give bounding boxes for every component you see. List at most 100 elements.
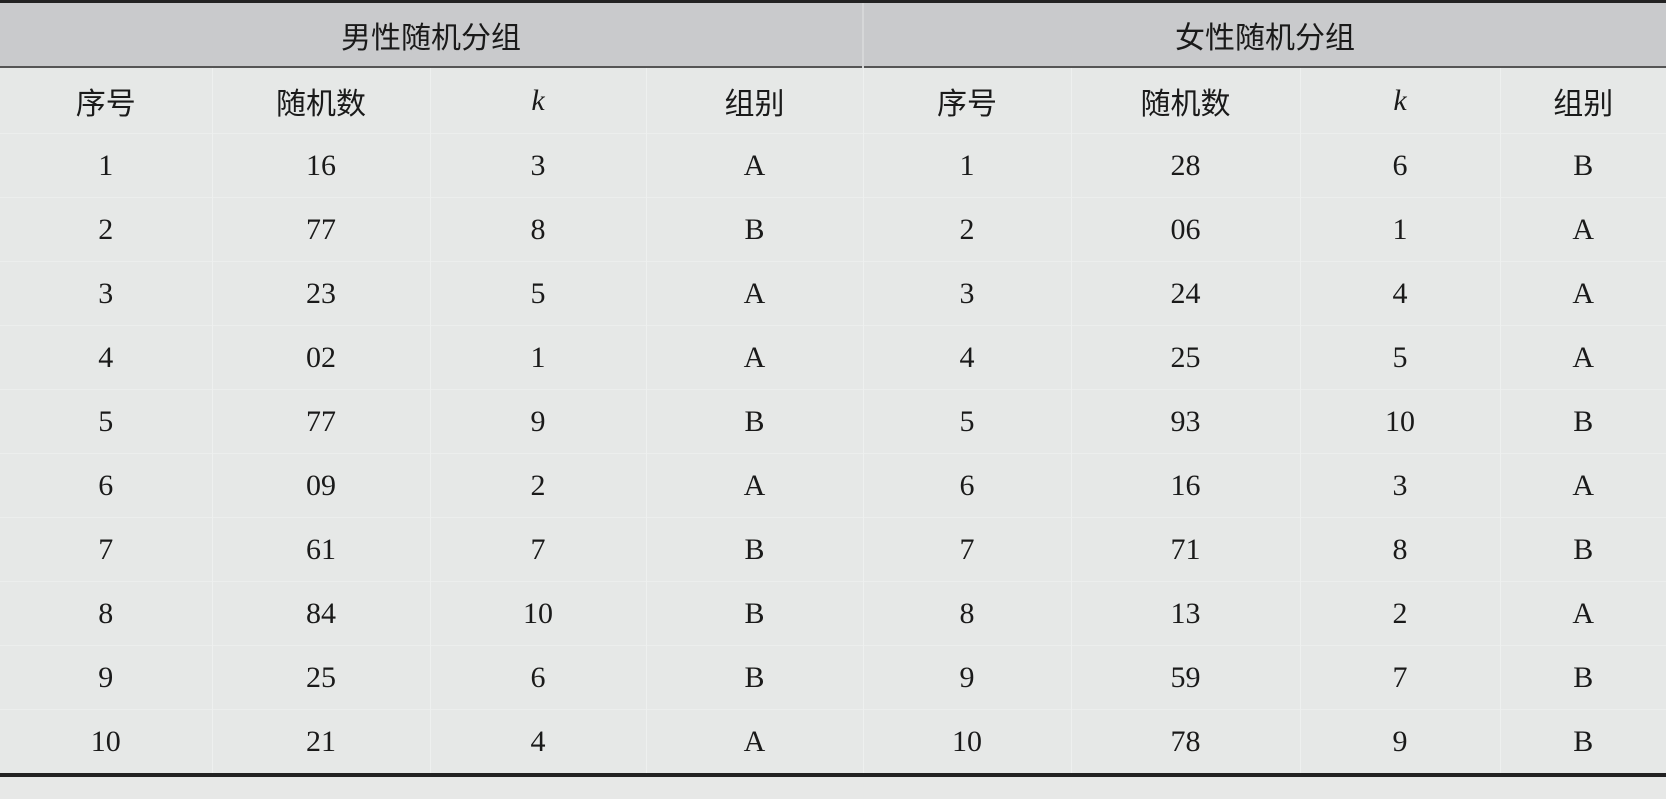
male-group-cell: B: [645, 581, 863, 646]
female-k-cell: 8: [1299, 517, 1500, 582]
female-index-cell: 4: [862, 325, 1071, 390]
header-random-number: 随机数: [211, 67, 430, 134]
female-group-cell: A: [1499, 581, 1666, 646]
male-index-cell: 7: [0, 517, 212, 582]
header-random-number: 随机数: [1070, 67, 1300, 134]
female-group-cell: B: [1499, 709, 1666, 775]
female-index-cell: 10: [862, 709, 1071, 775]
male-random-number-cell: 25: [211, 645, 430, 710]
female-group-cell: A: [1499, 197, 1666, 262]
female-random-number-cell: 24: [1070, 261, 1300, 326]
male-k-cell: 8: [429, 197, 646, 262]
male-index-cell: 10: [0, 709, 212, 775]
group-header-row: 男性随机分组 女性随机分组: [0, 1, 1666, 67]
header-k: k: [429, 67, 646, 134]
male-group-cell: A: [645, 133, 863, 198]
female-k-cell: 6: [1299, 133, 1500, 198]
female-random-number-cell: 06: [1070, 197, 1300, 262]
female-random-number-cell: 93: [1070, 389, 1300, 454]
male-group-cell: B: [645, 645, 863, 710]
male-index-cell: 1: [0, 133, 212, 198]
table-row: 9 25 6 B 9 59 7 B: [0, 645, 1666, 710]
male-index-cell: 8: [0, 581, 212, 646]
male-k-cell: 2: [429, 453, 646, 518]
female-group-cell: B: [1499, 517, 1666, 582]
male-index-cell: 2: [0, 197, 212, 262]
male-random-number-cell: 77: [211, 389, 430, 454]
female-index-cell: 9: [862, 645, 1071, 710]
female-index-cell: 8: [862, 581, 1071, 646]
female-k-cell: 1: [1299, 197, 1500, 262]
male-k-cell: 9: [429, 389, 646, 454]
male-index-cell: 4: [0, 325, 212, 390]
male-random-number-cell: 02: [211, 325, 430, 390]
male-group-cell: A: [645, 709, 863, 775]
female-index-cell: 1: [862, 133, 1071, 198]
header-k: k: [1299, 67, 1500, 134]
female-k-cell: 4: [1299, 261, 1500, 326]
male-random-number-cell: 21: [211, 709, 430, 775]
female-group-header: 女性随机分组: [862, 1, 1666, 67]
male-random-number-cell: 77: [211, 197, 430, 262]
male-k-cell: 5: [429, 261, 646, 326]
female-k-cell: 7: [1299, 645, 1500, 710]
male-k-cell: 7: [429, 517, 646, 582]
female-group-cell: A: [1499, 261, 1666, 326]
column-header-row: 序号 随机数 k 组别 序号 随机数 k 组别: [0, 67, 1666, 134]
female-random-number-cell: 78: [1070, 709, 1300, 775]
male-k-cell: 1: [429, 325, 646, 390]
male-group-cell: B: [645, 517, 863, 582]
table-row: 3 23 5 A 3 24 4 A: [0, 261, 1666, 326]
male-index-cell: 3: [0, 261, 212, 326]
female-k-cell: 5: [1299, 325, 1500, 390]
female-index-cell: 3: [862, 261, 1071, 326]
male-index-cell: 5: [0, 389, 212, 454]
male-random-number-cell: 09: [211, 453, 430, 518]
male-random-number-cell: 23: [211, 261, 430, 326]
male-k-cell: 6: [429, 645, 646, 710]
male-k-cell: 4: [429, 709, 646, 775]
female-random-number-cell: 16: [1070, 453, 1300, 518]
female-random-number-cell: 25: [1070, 325, 1300, 390]
male-index-cell: 9: [0, 645, 212, 710]
table-row: 4 02 1 A 4 25 5 A: [0, 325, 1666, 390]
female-random-number-cell: 59: [1070, 645, 1300, 710]
table-row: 10 21 4 A 10 78 9 B: [0, 709, 1666, 775]
male-group-cell: B: [645, 389, 863, 454]
male-random-number-cell: 16: [211, 133, 430, 198]
female-random-number-cell: 13: [1070, 581, 1300, 646]
female-index-cell: 6: [862, 453, 1071, 518]
female-k-cell: 9: [1299, 709, 1500, 775]
female-k-cell: 10: [1299, 389, 1500, 454]
header-group: 组别: [645, 67, 863, 134]
table-row: 1 16 3 A 1 28 6 B: [0, 133, 1666, 198]
male-random-number-cell: 84: [211, 581, 430, 646]
female-random-number-cell: 28: [1070, 133, 1300, 198]
table-row: 5 77 9 B 5 93 10 B: [0, 389, 1666, 454]
male-group-cell: A: [645, 453, 863, 518]
male-group-cell: A: [645, 261, 863, 326]
table-row: 7 61 7 B 7 71 8 B: [0, 517, 1666, 582]
header-index: 序号: [0, 67, 212, 134]
male-index-cell: 6: [0, 453, 212, 518]
female-group-cell: A: [1499, 325, 1666, 390]
male-k-cell: 10: [429, 581, 646, 646]
female-group-cell: B: [1499, 133, 1666, 198]
female-k-cell: 2: [1299, 581, 1500, 646]
male-group-cell: B: [645, 197, 863, 262]
table-row: 8 84 10 B 8 13 2 A: [0, 581, 1666, 646]
male-k-cell: 3: [429, 133, 646, 198]
male-group-cell: A: [645, 325, 863, 390]
female-group-cell: B: [1499, 645, 1666, 710]
table-row: 2 77 8 B 2 06 1 A: [0, 197, 1666, 262]
female-index-cell: 7: [862, 517, 1071, 582]
male-group-header: 男性随机分组: [0, 1, 863, 67]
table-row: 6 09 2 A 6 16 3 A: [0, 453, 1666, 518]
female-k-cell: 3: [1299, 453, 1500, 518]
female-group-cell: A: [1499, 453, 1666, 518]
female-index-cell: 2: [862, 197, 1071, 262]
female-index-cell: 5: [862, 389, 1071, 454]
header-index: 序号: [862, 67, 1071, 134]
female-random-number-cell: 71: [1070, 517, 1300, 582]
